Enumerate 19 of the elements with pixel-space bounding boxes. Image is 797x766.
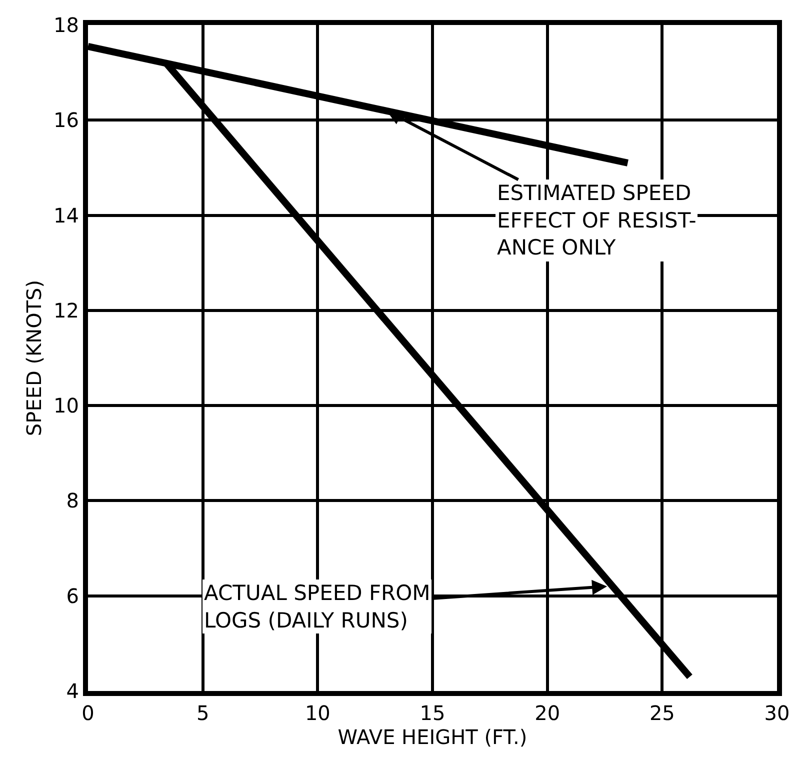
y-tick-label: 10 <box>54 394 79 418</box>
x-axis-title: WAVE HEIGHT (FT.) <box>338 725 528 749</box>
x-tick-label: 5 <box>196 701 210 725</box>
annotation: ACTUAL SPEED FROM LOGS (DAILY RUNS) <box>204 581 430 632</box>
y-tick-label: 6 <box>66 584 79 608</box>
annotation: ESTIMATED SPEED EFFECT OF RESIST- ANCE ONLY <box>497 181 696 260</box>
x-tick-label: 25 <box>649 701 675 725</box>
y-tick-label: 8 <box>66 488 79 513</box>
y-axis-title: SPEED (KNOTS) <box>22 280 46 436</box>
y-tick-label: 14 <box>54 203 79 228</box>
y-tick-label: 18 <box>54 13 79 37</box>
x-tick-label: 0 <box>82 701 94 725</box>
y-tick-label: 12 <box>54 298 79 322</box>
x-tick-label: 20 <box>534 701 560 725</box>
y-tick-label: 16 <box>54 108 79 132</box>
y-tick-label: 4 <box>66 679 79 703</box>
x-tick-label: 15 <box>420 701 446 725</box>
x-tick-label: 10 <box>304 701 330 725</box>
x-tick-label: 30 <box>764 701 790 725</box>
